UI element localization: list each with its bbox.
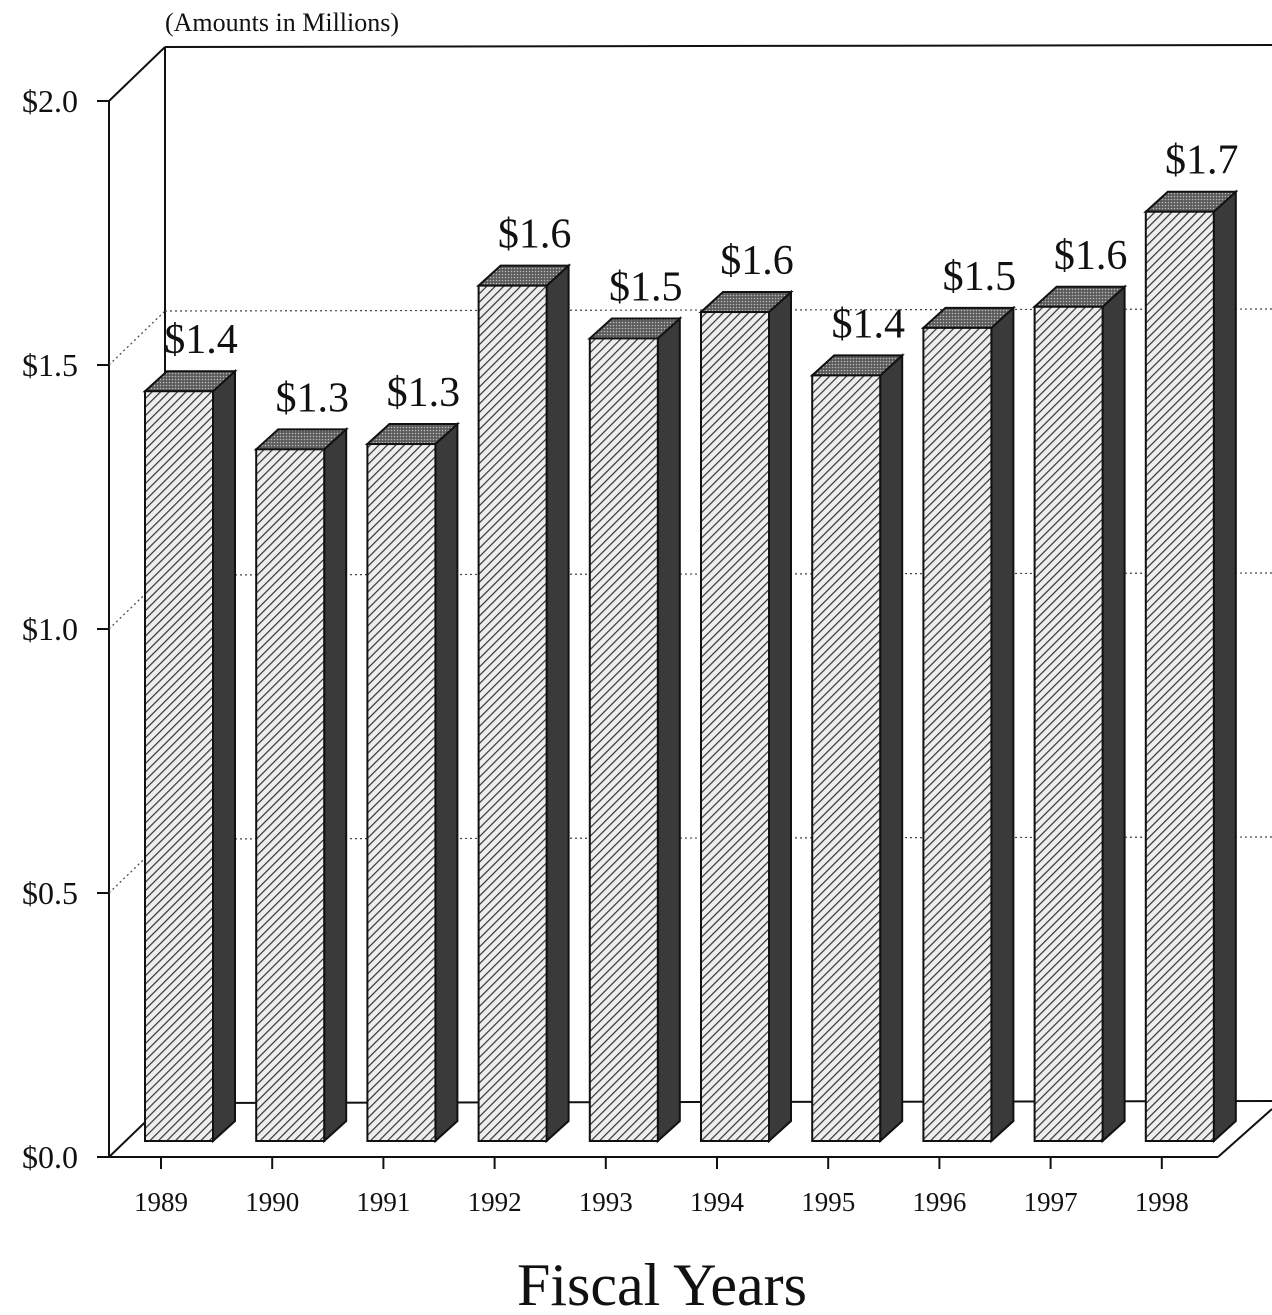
- bar-front: [700, 311, 770, 1143]
- y-tick-label: $1.5: [22, 347, 78, 383]
- bar-front: [1144, 210, 1215, 1143]
- bar-side: [656, 316, 681, 1144]
- floor-right-depth-edge: [1217, 1108, 1272, 1158]
- x-tick-label: 1989: [134, 1187, 188, 1217]
- y-tick-label: $2.0: [22, 83, 78, 119]
- bar-data-label: $1.4: [831, 301, 905, 347]
- y-tick-label: $0.5: [22, 875, 78, 911]
- y-tick-label: $0.0: [22, 1139, 78, 1175]
- x-tick-label: 1993: [579, 1187, 633, 1217]
- bar-front: [477, 284, 548, 1142]
- x-tick-label: 1992: [468, 1187, 522, 1217]
- y-axis-ticks: $0.0 $0.5 $1.0 $1.5 $2.0: [22, 83, 109, 1175]
- top-depth-edge: [108, 46, 166, 102]
- bar: $1.4: [809, 301, 905, 1144]
- bar-side: [545, 263, 570, 1144]
- bar: $1.7: [1143, 138, 1239, 1144]
- bar: $1.5: [920, 254, 1017, 1144]
- x-tick-label: 1990: [245, 1187, 299, 1217]
- bar-data-label: $1.3: [275, 375, 349, 421]
- bar-front: [588, 337, 659, 1142]
- x-tick-label: 1996: [912, 1187, 966, 1217]
- bar-side: [879, 353, 904, 1144]
- bar: $1.3: [253, 375, 349, 1144]
- bar-data-label: $1.6: [720, 238, 794, 284]
- bar-side: [434, 421, 459, 1144]
- bar-side: [990, 305, 1015, 1144]
- bar-data-label: $1.4: [164, 317, 238, 363]
- x-tick-label: 1998: [1135, 1187, 1189, 1217]
- chart-subtitle: (Amounts in Millions): [165, 8, 399, 37]
- bar-data-label: $1.3: [387, 370, 461, 416]
- bar-front: [144, 390, 214, 1142]
- bars: $1.4 $1.3 $1.3 $1.6 $1.5 $1.6 $1.4 $1.5 $1.6 $1.7: [142, 138, 1239, 1144]
- x-tick-label: 1994: [690, 1187, 745, 1217]
- bar-front: [366, 443, 437, 1143]
- back-wall-top-edge: [164, 44, 1272, 48]
- bar-front: [922, 326, 993, 1142]
- bar-side: [768, 289, 792, 1144]
- bar-data-label: $1.5: [609, 264, 683, 310]
- bar-side: [323, 427, 348, 1144]
- bar-front: [811, 374, 882, 1142]
- x-tick-label: 1997: [1024, 1187, 1078, 1217]
- x-axis-ticks: 1989 1990 1991 1992 1993 1994 1995 1996 1997 1998: [134, 1157, 1189, 1217]
- bar-data-label: $1.5: [943, 254, 1017, 300]
- bar: $1.3: [364, 370, 461, 1144]
- bar-side: [1101, 284, 1126, 1144]
- bar: $1.6: [476, 212, 572, 1144]
- x-tick-label: 1995: [801, 1187, 855, 1217]
- y-tick-label: $1.0: [22, 611, 78, 647]
- bar-data-label: $1.6: [1054, 233, 1128, 279]
- x-tick-label: 1991: [356, 1187, 410, 1217]
- bar-side: [212, 368, 236, 1144]
- bar-front: [255, 448, 326, 1142]
- bar-side: [1212, 189, 1237, 1144]
- bar-data-label: $1.7: [1165, 138, 1239, 184]
- gridline-depth: [108, 310, 166, 366]
- bar: $1.6: [698, 238, 794, 1144]
- bar-data-label: $1.6: [498, 212, 572, 258]
- x-axis-title: Fiscal Years: [517, 1252, 807, 1315]
- bar-front: [1033, 305, 1104, 1142]
- bar: $1.4: [142, 317, 238, 1144]
- bar: $1.6: [1032, 233, 1128, 1144]
- bar: $1.5: [587, 264, 683, 1144]
